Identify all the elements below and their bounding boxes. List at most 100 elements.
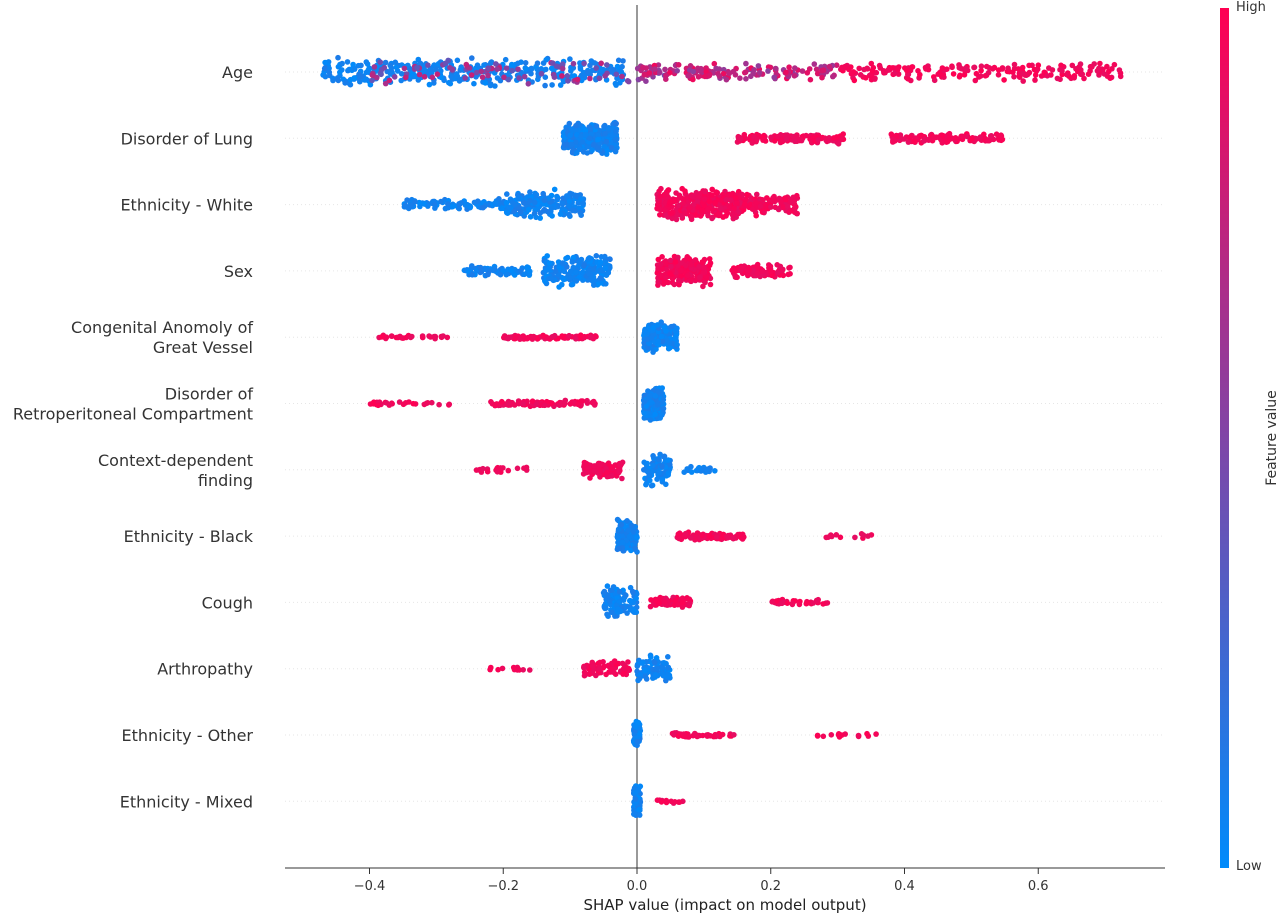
shap-point [888, 131, 895, 137]
shap-point [386, 401, 392, 408]
shap-point [351, 66, 358, 72]
shap-point [893, 132, 900, 139]
shap-point [731, 205, 737, 212]
feature-label-line: Congenital Anomoly of [71, 318, 253, 337]
shap-point [676, 192, 683, 199]
shap-point [421, 74, 428, 80]
shap-point [654, 797, 661, 803]
shap-point [753, 212, 759, 219]
shap-point [723, 76, 730, 83]
shap-point [541, 206, 548, 213]
shap-point [416, 71, 423, 78]
shap-point [321, 65, 328, 72]
shap-point [520, 401, 527, 407]
shap-point [426, 333, 432, 339]
shap-point [813, 66, 820, 73]
shap-point [768, 134, 774, 141]
shap-point [659, 476, 666, 483]
shap-point [976, 74, 982, 80]
shap-point [663, 212, 670, 218]
shap-point [699, 207, 705, 213]
shap-point [641, 410, 647, 416]
shap-point [618, 69, 625, 75]
shap-point [699, 532, 706, 539]
shap-point [595, 132, 601, 139]
shap-point [522, 60, 529, 66]
feature-label: Ethnicity - White [120, 196, 253, 215]
shap-point [706, 198, 713, 205]
shap-point [645, 344, 651, 351]
shap-point [890, 139, 896, 145]
shap-point [762, 203, 768, 209]
shap-point [712, 200, 718, 206]
shap-point [587, 334, 594, 341]
shap-point [604, 611, 610, 618]
shap-point [1069, 62, 1076, 69]
shap-point [1078, 71, 1085, 78]
shap-point [673, 216, 680, 223]
shap-point [701, 196, 708, 202]
x-tick-label: 0.4 [894, 879, 915, 894]
shap-point [541, 402, 548, 409]
shap-point [582, 131, 589, 138]
shap-point [663, 279, 669, 286]
shap-point [570, 207, 576, 214]
shap-point [662, 66, 668, 73]
feature-label-line: Arthropathy [157, 660, 253, 679]
colorbar-high-label: High [1236, 0, 1266, 15]
shap-point [516, 399, 522, 406]
shap-point [640, 64, 646, 71]
shap-point [581, 669, 588, 676]
shap-point [567, 275, 573, 281]
shap-point [566, 332, 572, 339]
feature-label: Congenital Anomoly of Great Vessel [71, 318, 253, 357]
shap-point [506, 204, 512, 210]
shap-point [573, 278, 580, 284]
shap-point [574, 150, 580, 156]
shap-point [591, 463, 598, 469]
shap-point [721, 66, 727, 73]
shap-point [551, 332, 558, 339]
shap-point [604, 583, 611, 589]
shap-point [617, 462, 623, 468]
shap-point [618, 521, 625, 528]
shap-point [996, 137, 1002, 143]
shap-point [602, 73, 608, 79]
shap-point [477, 264, 484, 271]
shap-point [687, 277, 693, 284]
shap-point [616, 588, 623, 595]
shap-point [695, 74, 702, 80]
shap-point [663, 797, 670, 804]
shap-point [611, 658, 618, 664]
shap-point [632, 790, 638, 796]
shap-point [624, 610, 630, 616]
shap-point [754, 191, 760, 198]
shap-point [371, 64, 378, 70]
shap-point [540, 332, 546, 339]
shap-point [591, 277, 597, 284]
shap-point [744, 191, 750, 198]
shap-point [904, 67, 910, 74]
shap-point [561, 268, 568, 275]
shap-point [335, 77, 342, 84]
shap-point [533, 401, 540, 408]
shap-point [436, 401, 442, 408]
shap-point [777, 132, 784, 138]
shap-point [391, 74, 398, 80]
shap-point [573, 193, 580, 200]
shap-point [1057, 66, 1063, 73]
shap-point [656, 469, 662, 476]
shap-point [567, 132, 573, 139]
shap-point [572, 127, 579, 134]
x-axis-ticks: −0.4 −0.2 0.0 0.2 0.4 0.6 [354, 868, 1049, 894]
shap-point [601, 588, 608, 595]
shap-point [566, 120, 573, 127]
shap-point [815, 137, 821, 143]
shap-point [946, 134, 952, 141]
shap-point [738, 264, 745, 270]
shap-point [612, 147, 619, 154]
shap-point [814, 70, 821, 77]
shap-point [688, 261, 694, 268]
shap-point [851, 77, 858, 84]
shap-point [525, 206, 532, 213]
